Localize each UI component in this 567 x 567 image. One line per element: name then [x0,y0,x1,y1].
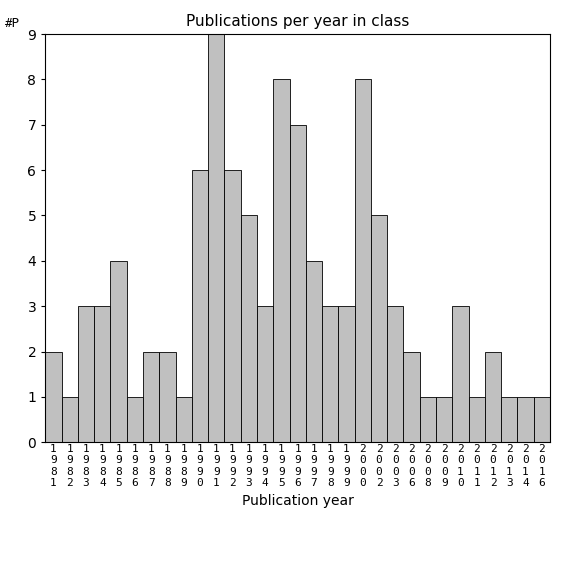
Bar [354,79,371,442]
Bar [159,352,176,442]
Bar [111,261,127,442]
Bar [371,215,387,442]
Bar [468,397,485,442]
Bar [452,306,468,442]
Bar [94,306,111,442]
Bar [534,397,550,442]
Bar [338,306,354,442]
Bar [241,215,257,442]
Bar [518,397,534,442]
Bar [387,306,404,442]
Bar [436,397,452,442]
Bar [78,306,94,442]
Bar [273,79,290,442]
Bar [45,352,62,442]
Bar [485,352,501,442]
Bar [501,397,518,442]
Bar [127,397,143,442]
Text: #P: #P [5,17,20,30]
X-axis label: Publication year: Publication year [242,494,354,508]
Bar [290,125,306,442]
Bar [404,352,420,442]
Bar [62,397,78,442]
Bar [322,306,338,442]
Title: Publications per year in class: Publications per year in class [186,14,409,29]
Bar [306,261,322,442]
Bar [257,306,273,442]
Bar [208,34,225,442]
Bar [420,397,436,442]
Bar [192,170,208,442]
Bar [176,397,192,442]
Bar [143,352,159,442]
Bar [225,170,241,442]
